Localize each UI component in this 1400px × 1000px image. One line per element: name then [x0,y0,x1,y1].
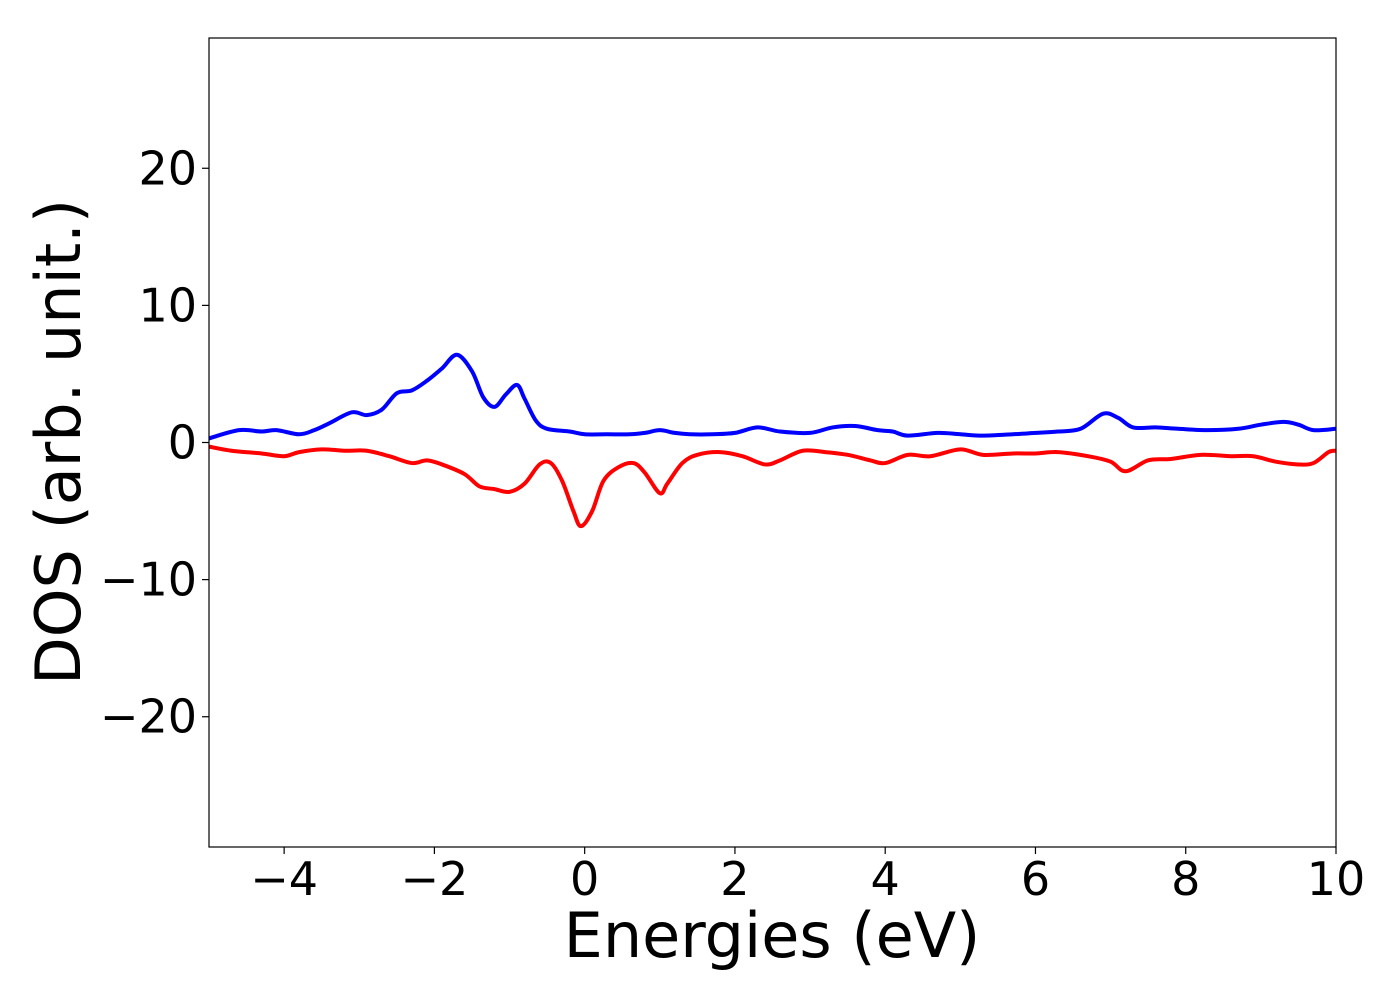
x-axis-label: Energies (eV) [564,899,981,972]
y-tick-label: 0 [168,416,197,470]
x-tick-label: −4 [250,852,318,906]
plot-frame [208,37,1337,848]
x-tick-label: 4 [871,852,900,906]
series-line-red [208,444,1337,529]
y-tick-label: 10 [138,278,197,332]
x-tick-label: 0 [570,852,599,906]
x-tick-label: 6 [1021,852,1050,906]
x-tick-label: −2 [400,852,468,906]
x-tick-label: 2 [720,852,749,906]
x-tick-label: 8 [1171,852,1200,906]
y-axis-label: DOS (arb. unit.) [22,199,95,685]
series-layer [208,352,1337,529]
y-tick-label: 20 [138,141,197,195]
series-line-blue [208,352,1337,441]
y-tick-label: −10 [100,553,197,607]
y-tick-label: −20 [100,690,197,744]
x-tick-label: 10 [1307,852,1366,906]
